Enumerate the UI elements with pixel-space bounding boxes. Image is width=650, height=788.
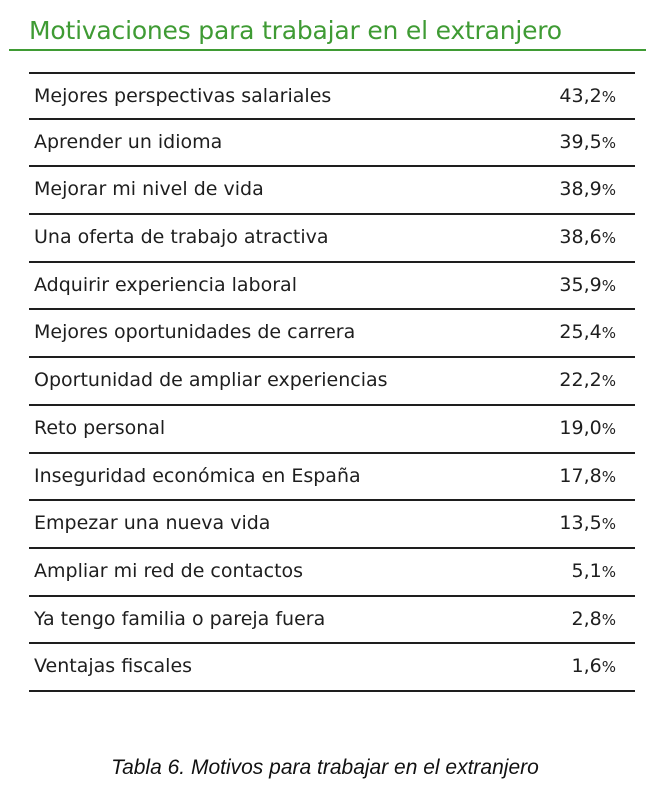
row-value: 1,6%: [572, 644, 616, 690]
row-value-unit: %: [601, 133, 616, 152]
row-label: Mejores oportunidades de carrera: [34, 321, 356, 344]
table-row: Mejores perspectivas salariales 43,2%: [29, 72, 635, 120]
row-value-unit: %: [601, 562, 616, 581]
row-value-number: 17,8: [559, 464, 602, 487]
table-row: Ampliar mi red de contactos 5,1%: [29, 549, 635, 597]
row-value-unit: %: [601, 419, 616, 438]
row-value-number: 38,6: [559, 226, 602, 249]
row-value: 5,1%: [572, 549, 616, 595]
row-value-unit: %: [601, 276, 616, 295]
motivations-table: Mejores perspectivas salariales 43,2% Apre…: [29, 72, 635, 692]
row-label: Ya tengo familia o pareja fuera: [34, 607, 326, 630]
row-value-number: 22,2: [559, 369, 602, 392]
table-title: Motivaciones para trabajar en el extranj…: [29, 16, 562, 45]
table-row: Una oferta de trabajo atractiva 38,6%: [29, 215, 635, 263]
row-value: 43,2%: [559, 74, 616, 120]
row-value-number: 43,2: [559, 85, 602, 107]
row-value-unit: %: [601, 229, 616, 248]
table-row: Ventajas fiscales 1,6%: [29, 644, 635, 692]
row-value-unit: %: [601, 610, 616, 629]
row-value-number: 35,9: [559, 273, 602, 296]
row-label: Oportunidad de ampliar experiencias: [34, 369, 388, 392]
row-value-number: 13,5: [559, 512, 602, 535]
row-value: 25,4%: [559, 310, 616, 356]
row-label: Mejores perspectivas salariales: [34, 85, 332, 107]
row-value: 35,9%: [559, 263, 616, 309]
row-value-unit: %: [601, 515, 616, 534]
table-row: Adquirir experiencia laboral 35,9%: [29, 263, 635, 311]
row-value-unit: %: [601, 181, 616, 200]
row-value-unit: %: [601, 324, 616, 343]
row-label: Empezar una nueva vida: [34, 512, 271, 535]
row-label: Reto personal: [34, 416, 166, 439]
table-caption: Tabla 6. Motivos para trabajar en el ext…: [111, 756, 539, 779]
row-label: Adquirir experiencia laboral: [34, 273, 297, 296]
row-label: Mejorar mi nivel de vida: [34, 178, 264, 201]
row-label: Una oferta de trabajo atractiva: [34, 226, 329, 249]
row-value-number: 1,6: [571, 655, 602, 678]
table-row: Inseguridad económica en España 17,8%: [29, 454, 635, 502]
row-value-number: 39,5: [559, 130, 602, 153]
row-value-unit: %: [601, 658, 616, 677]
row-value-unit: %: [601, 467, 616, 486]
table-row: Reto personal 19,0%: [29, 406, 635, 454]
table-row: Mejores oportunidades de carrera 25,4%: [29, 310, 635, 359]
row-label: Ampliar mi red de contactos: [34, 559, 304, 582]
row-value-number: 5,1: [571, 559, 602, 582]
row-value-number: 2,8: [571, 607, 602, 630]
row-value: 38,9%: [559, 167, 616, 213]
row-value-number: 19,0: [559, 416, 602, 439]
row-value: 13,5%: [559, 501, 616, 547]
table-row: Ya tengo familia o pareja fuera 2,8%: [29, 597, 635, 645]
row-value-number: 38,9: [559, 178, 602, 201]
table-row: Oportunidad de ampliar experiencias 22,2%: [29, 358, 635, 406]
table-row: Mejorar mi nivel de vida 38,9%: [29, 167, 635, 216]
row-label: Inseguridad económica en España: [34, 464, 361, 487]
row-value: 17,8%: [559, 454, 616, 500]
row-value: 22,2%: [559, 358, 616, 404]
row-value-number: 25,4: [559, 321, 602, 344]
row-label: Aprender un idioma: [34, 130, 223, 153]
row-value: 38,6%: [559, 215, 616, 261]
row-value: 39,5%: [559, 120, 616, 166]
row-label: Ventajas fiscales: [34, 655, 193, 678]
row-value-unit: %: [601, 88, 616, 106]
row-value: 2,8%: [572, 597, 616, 643]
title-underline: [9, 49, 646, 51]
table-row: Aprender un idioma 39,5%: [29, 120, 635, 168]
table-row: Empezar una nueva vida 13,5%: [29, 501, 635, 549]
row-value-unit: %: [601, 372, 616, 391]
row-value: 19,0%: [559, 406, 616, 452]
